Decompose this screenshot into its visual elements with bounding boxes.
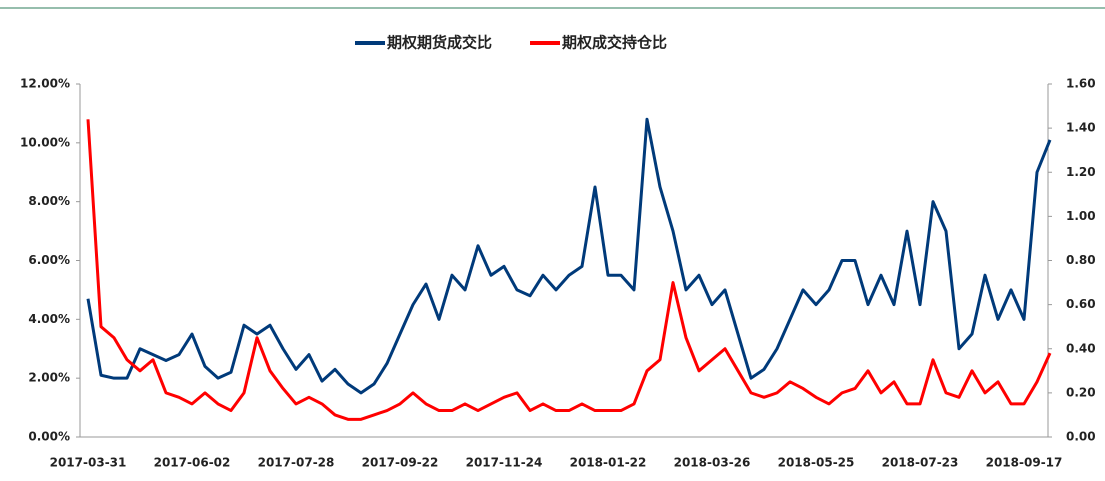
y-tick-label: 2.00% xyxy=(28,371,70,385)
y-tick-label: 10.00% xyxy=(20,135,70,149)
y2-tick-label: 1.60 xyxy=(1066,77,1096,91)
series-line xyxy=(86,117,1052,395)
x-tick-label: 2018-09-17 xyxy=(986,456,1063,470)
x-tick-label: 2018-07-23 xyxy=(882,456,959,470)
y2-tick-label: 0.00 xyxy=(1066,430,1096,444)
series-line xyxy=(86,119,1052,421)
y-tick-label: 0.00% xyxy=(28,430,70,444)
y2-tick-label: 1.00 xyxy=(1066,209,1096,223)
legend-label: 期权期货成交比 xyxy=(387,34,492,52)
y2-tick-label: 0.20 xyxy=(1066,385,1096,399)
y2-tick-label: 0.80 xyxy=(1066,253,1096,267)
x-tick-label: 2018-01-22 xyxy=(570,456,647,470)
legend: 期权期货成交比 期权成交持仓比 xyxy=(355,34,667,52)
y-tick-label: 8.00% xyxy=(28,194,70,208)
y2-tick-label: 0.60 xyxy=(1066,297,1096,311)
x-tick-label: 2017-07-28 xyxy=(258,456,335,470)
y-tick-label: 6.00% xyxy=(28,253,70,267)
x-tick-label: 2018-05-25 xyxy=(778,456,855,470)
x-tick-label: 2017-09-22 xyxy=(362,456,439,470)
y-tick-label: 4.00% xyxy=(28,312,70,326)
y2-tick-label: 1.40 xyxy=(1066,121,1096,135)
x-tick-label: 2017-03-31 xyxy=(50,456,127,470)
x-tick-label: 2018-03-26 xyxy=(674,456,751,470)
y2-tick-label: 1.20 xyxy=(1066,165,1096,179)
x-tick-label: 2017-11-24 xyxy=(466,456,543,470)
y2-tick-label: 0.40 xyxy=(1066,341,1096,355)
legend-label: 期权成交持仓比 xyxy=(562,34,667,52)
x-tick-label: 2017-06-02 xyxy=(154,456,231,470)
y-tick-label: 12.00% xyxy=(20,77,70,91)
